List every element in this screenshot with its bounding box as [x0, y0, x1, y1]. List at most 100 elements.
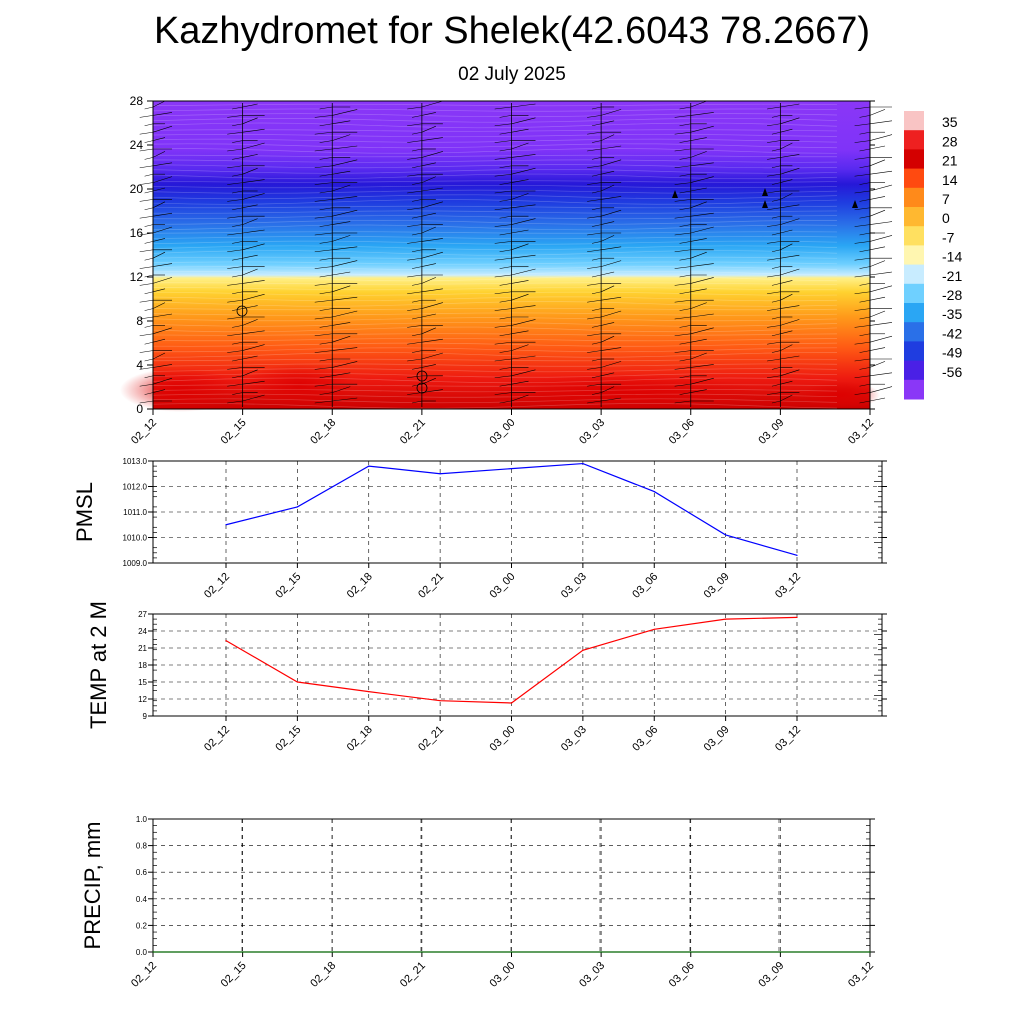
series-point	[653, 491, 655, 493]
contour-line	[152, 164, 838, 169]
calm-circle	[236, 305, 248, 317]
x-tick-label: 02_18	[345, 571, 375, 601]
x-tick-label: 03_09	[756, 960, 786, 990]
colorbar-swatch	[904, 226, 924, 246]
contour-line	[152, 377, 838, 384]
y-tick-label: 28	[130, 94, 144, 108]
x-tick-label: 02_21	[398, 960, 428, 990]
x-tick-label: 03_06	[667, 960, 697, 990]
contour-line	[152, 368, 838, 373]
x-tick-label: 03_06	[630, 571, 660, 601]
x-tick-label: 03_12	[846, 960, 876, 990]
colorbar-label: -56	[942, 364, 962, 380]
contour-line	[152, 393, 838, 398]
contour-line	[152, 261, 838, 265]
contour-line	[152, 282, 838, 285]
y-tick-label: 1010.0	[123, 534, 148, 543]
warm-pocket-0	[120, 368, 240, 412]
y-tick-label: 21	[138, 644, 147, 653]
y-tick-label: 12	[130, 270, 144, 284]
calm-circle	[416, 370, 428, 382]
contour-line	[152, 321, 838, 327]
x-tick-label: 02_12	[202, 571, 232, 601]
contour-line	[152, 312, 838, 316]
colorbar-label: 35	[942, 114, 958, 130]
series-point	[296, 506, 298, 508]
x-tick-label: 03_03	[559, 724, 589, 754]
colorbar-swatch	[904, 187, 924, 208]
wind-barb-column	[587, 103, 622, 407]
series-point	[510, 951, 513, 953]
colorbar-label: 21	[942, 153, 958, 169]
contour-line	[152, 231, 838, 234]
y-tick-label: 27	[138, 610, 147, 619]
contour-line	[152, 113, 838, 118]
contour-line	[152, 372, 838, 378]
colorbar-label: 7	[942, 191, 950, 207]
contour-line	[152, 122, 838, 129]
page-subtitle: 02 July 2025	[458, 64, 566, 85]
series-point	[439, 700, 441, 702]
contour-line	[152, 194, 838, 200]
contour-line	[152, 342, 838, 347]
contour-line	[152, 129, 838, 132]
temperature-profile-panel: 0 4 8 12 16 20 24 28 02_12 02_15 02_18 02_21 03_00 03…	[120, 94, 893, 447]
contour-line	[152, 363, 838, 367]
contour-line	[152, 301, 838, 307]
x-tick-label: 03_00	[488, 571, 518, 601]
colorbar-label: 14	[942, 172, 958, 188]
contour-line	[152, 250, 838, 256]
contour-line	[152, 154, 838, 158]
contour-line	[152, 338, 838, 342]
y-tick-label: 0.4	[136, 895, 148, 904]
contour-line	[152, 291, 838, 296]
colorbar-label: -42	[942, 325, 962, 341]
y-tick-label: 0.6	[136, 868, 148, 877]
colorbar: 35 28 21 14 7 0 -7 -14 -21 -28 -35 -42 -49 -56	[904, 111, 962, 400]
series-point	[796, 616, 798, 619]
x-tick-label: 02_21	[416, 571, 446, 601]
y-tick-label: 4	[136, 358, 143, 372]
colorbar-label: -14	[942, 249, 962, 265]
y-tick-label: 1013.0	[123, 457, 148, 466]
colorbar-label: -21	[942, 268, 962, 284]
colorbar-label: -35	[942, 306, 962, 322]
y-tick-label: 12	[138, 695, 147, 704]
contour-line	[152, 296, 838, 302]
series-point	[796, 554, 798, 556]
series-point	[510, 468, 513, 470]
series-point	[296, 681, 298, 683]
wind-pennant	[762, 200, 768, 208]
colorbar-swatch	[904, 245, 924, 266]
colorbar-swatch	[904, 149, 924, 170]
x-tick-label: 02_15	[219, 960, 249, 990]
x-tick-label: 02_18	[345, 724, 375, 754]
contour-line	[152, 185, 838, 189]
colorbar-swatch	[904, 379, 924, 400]
y-tick-label: 16	[130, 226, 144, 240]
contour-line	[152, 317, 838, 322]
series-point	[725, 618, 727, 620]
y-tick-label: 24	[130, 138, 144, 152]
contour-line	[152, 210, 838, 214]
colorbar-swatch	[904, 168, 924, 189]
colorbar-swatch	[904, 130, 924, 150]
contour-line	[152, 403, 838, 409]
series-point	[152, 951, 154, 953]
contour-line	[152, 168, 838, 174]
series-point	[368, 691, 370, 693]
contour-line	[152, 134, 838, 138]
contour-line	[152, 108, 838, 112]
x-tick-label: 02_15	[273, 571, 303, 601]
series-point	[869, 951, 871, 953]
series-point	[779, 951, 781, 953]
colorbar-swatch	[904, 207, 924, 227]
colorbar-label: 0	[942, 210, 950, 226]
contour-line	[152, 266, 838, 271]
contour-line	[152, 275, 838, 282]
y-axis-label: PMSL	[72, 482, 97, 542]
x-tick-label: 03_12	[773, 571, 803, 601]
precip-panel: 0.0 0.2 0.4 0.6 0.8 1.0 02_12 02_15 02_18 02_21 03…	[80, 815, 876, 990]
calm-circle	[416, 382, 428, 394]
y-tick-label: 20	[130, 182, 144, 196]
